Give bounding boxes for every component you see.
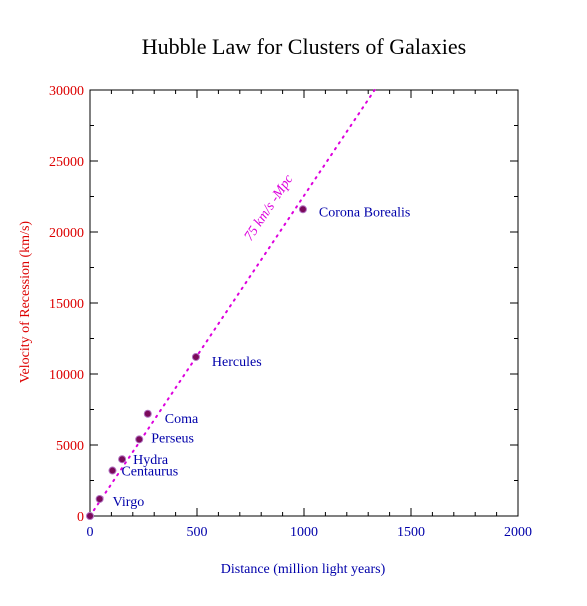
plot-frame xyxy=(89,89,519,517)
data-point xyxy=(298,205,307,214)
y-axis-label: Velocity of Recession (km/s) xyxy=(18,221,33,383)
axis-ticks: 0 500 1000 1500 2000050001000015000200002500… xyxy=(49,84,532,540)
point-label: Hercules xyxy=(212,355,262,370)
chart-title: Hubble Law for Clusters of Galaxies xyxy=(142,34,466,59)
data-point xyxy=(135,435,144,444)
fit-line-group: 75 km/s -Mpc xyxy=(89,89,376,517)
y-tick-label: 10000 xyxy=(49,368,84,383)
data-point xyxy=(108,466,117,475)
point-label: Corona Borealis xyxy=(319,205,410,220)
point-label: Virgo xyxy=(113,495,145,510)
x-tick-label: 1500 xyxy=(397,525,425,540)
data-point xyxy=(86,512,94,520)
data-point xyxy=(143,409,152,418)
data-point xyxy=(95,494,104,503)
point-label: Perseus xyxy=(151,431,194,446)
fit-line xyxy=(89,89,376,517)
data-point xyxy=(118,455,127,464)
x-tick-label: 1000 xyxy=(290,525,318,540)
y-tick-label: 15000 xyxy=(49,297,84,312)
point-label: Hydra xyxy=(133,453,169,468)
y-tick-label: 30000 xyxy=(49,84,84,99)
x-tick-label: 500 xyxy=(187,525,208,540)
point-label: Centaurus xyxy=(121,465,178,480)
fit-line-label: 75 km/s -Mpc xyxy=(242,172,297,244)
y-tick-label: 0 xyxy=(77,510,84,525)
data-point xyxy=(191,352,200,361)
x-tick-label: 2000 xyxy=(504,525,532,540)
y-tick-label: 5000 xyxy=(56,439,84,454)
x-axis-label: Distance (million light years) xyxy=(221,562,386,577)
x-tick-label: 0 xyxy=(87,525,94,540)
y-tick-label: 25000 xyxy=(49,155,84,170)
point-label: Coma xyxy=(165,412,199,427)
y-tick-label: 20000 xyxy=(49,226,84,241)
